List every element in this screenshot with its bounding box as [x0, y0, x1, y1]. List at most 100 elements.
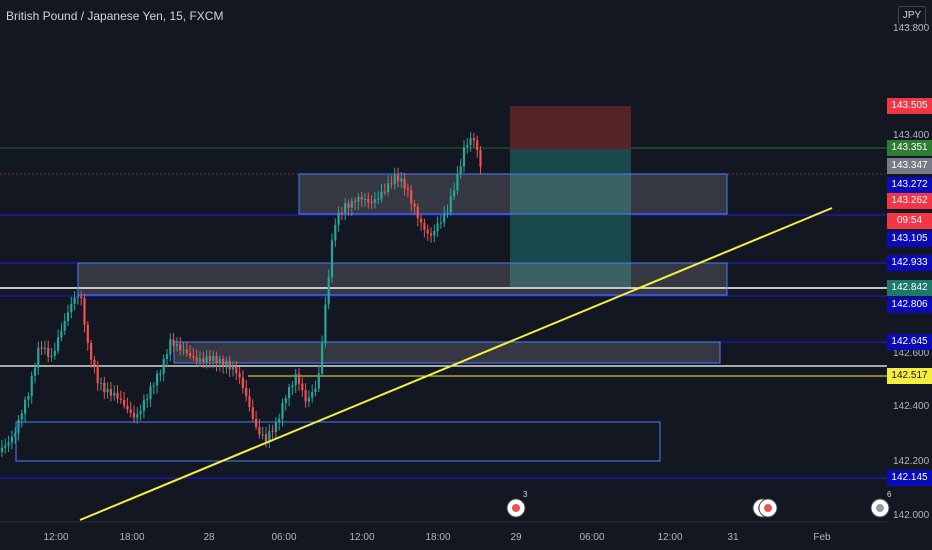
- candle: [462, 147, 466, 167]
- candle: [370, 201, 373, 203]
- candle: [423, 222, 426, 230]
- candle: [86, 324, 89, 343]
- candle: [327, 277, 330, 305]
- candle: [113, 392, 116, 396]
- price-label: 143.105: [887, 231, 932, 247]
- candle: [278, 418, 281, 423]
- candle: [27, 396, 30, 400]
- candle: [456, 173, 459, 191]
- candle: [7, 442, 10, 446]
- candle: [301, 383, 304, 391]
- candle: [17, 419, 20, 433]
- time-tick: 29: [510, 532, 522, 543]
- candle: [396, 175, 400, 182]
- candle: [70, 303, 73, 313]
- candle: [311, 392, 314, 398]
- candle: [175, 344, 178, 346]
- price-axis-bg: [887, 0, 932, 550]
- candle: [340, 212, 343, 214]
- candle: [162, 358, 165, 374]
- economic-event-icon-dot: [512, 504, 520, 512]
- candle: [330, 240, 334, 278]
- candle: [149, 386, 152, 400]
- candle: [136, 414, 139, 418]
- candle: [205, 356, 208, 362]
- currency-button[interactable]: JPY: [898, 6, 926, 26]
- candle: [284, 398, 287, 403]
- candle: [436, 223, 439, 231]
- zone-rectangle: [15, 421, 661, 462]
- time-tick: 28: [203, 532, 215, 543]
- candle: [360, 197, 363, 200]
- economic-event-second-dot: [764, 504, 772, 512]
- candle: [314, 388, 317, 393]
- candle: [268, 431, 271, 442]
- price-label: 142.145: [887, 470, 932, 486]
- candle: [354, 200, 357, 202]
- trendline: [79, 207, 833, 521]
- candle: [37, 347, 40, 368]
- candle: [466, 144, 469, 148]
- candle: [119, 398, 122, 400]
- time-tick: 12:00: [43, 532, 69, 543]
- candle: [317, 373, 320, 389]
- candle: [53, 350, 56, 356]
- candle: [264, 434, 268, 442]
- candle: [420, 218, 423, 223]
- price-label: 143.505: [887, 98, 932, 114]
- event-count: 3: [523, 490, 528, 499]
- candle: [271, 431, 274, 433]
- candle: [367, 198, 370, 202]
- stop-loss-zone: [510, 106, 631, 149]
- candle: [472, 138, 475, 141]
- candle: [4, 445, 7, 448]
- time-tick: 12:00: [349, 532, 375, 543]
- price-label: 143.351: [887, 140, 932, 156]
- candle: [255, 418, 258, 427]
- candle: [228, 360, 231, 370]
- candle: [60, 330, 63, 338]
- candle: [390, 183, 393, 185]
- candle: [33, 367, 37, 376]
- candle: [24, 399, 27, 414]
- candle: [413, 203, 416, 207]
- time-tick: 18:00: [425, 532, 451, 543]
- candle: [80, 296, 83, 299]
- candle: [288, 387, 291, 399]
- candle: [383, 191, 386, 193]
- candle: [350, 200, 353, 208]
- candle: [212, 355, 215, 361]
- symbol-title[interactable]: British Pound / Japanese Yen, 15, FXCM: [6, 9, 224, 23]
- candle: [479, 149, 482, 167]
- candle: [83, 298, 86, 325]
- price-tick: 142.400: [893, 401, 930, 412]
- candle: [179, 344, 182, 351]
- price-label: 142.806: [887, 297, 932, 313]
- candle: [406, 188, 409, 191]
- time-tick: 31: [727, 532, 739, 543]
- candle: [198, 358, 202, 362]
- candle: [57, 337, 60, 351]
- price-label: 143.262: [887, 193, 932, 209]
- candle: [231, 367, 235, 370]
- candle: [294, 373, 297, 386]
- candle: [258, 426, 261, 435]
- take-profit-zone: [510, 149, 631, 287]
- candle: [50, 355, 53, 357]
- candle: [43, 347, 46, 349]
- candle: [304, 390, 307, 402]
- candle: [426, 229, 429, 234]
- candle: [449, 196, 452, 213]
- time-tick: Feb: [813, 532, 831, 543]
- candle: [410, 190, 413, 204]
- candle: [443, 213, 446, 223]
- candle: [225, 360, 228, 366]
- price-tick: 143.800: [893, 23, 930, 34]
- uk-flag-icon-dot: [876, 504, 884, 512]
- candle: [47, 347, 50, 357]
- candle: [202, 358, 205, 362]
- candle: [274, 422, 277, 432]
- candle: [165, 354, 169, 359]
